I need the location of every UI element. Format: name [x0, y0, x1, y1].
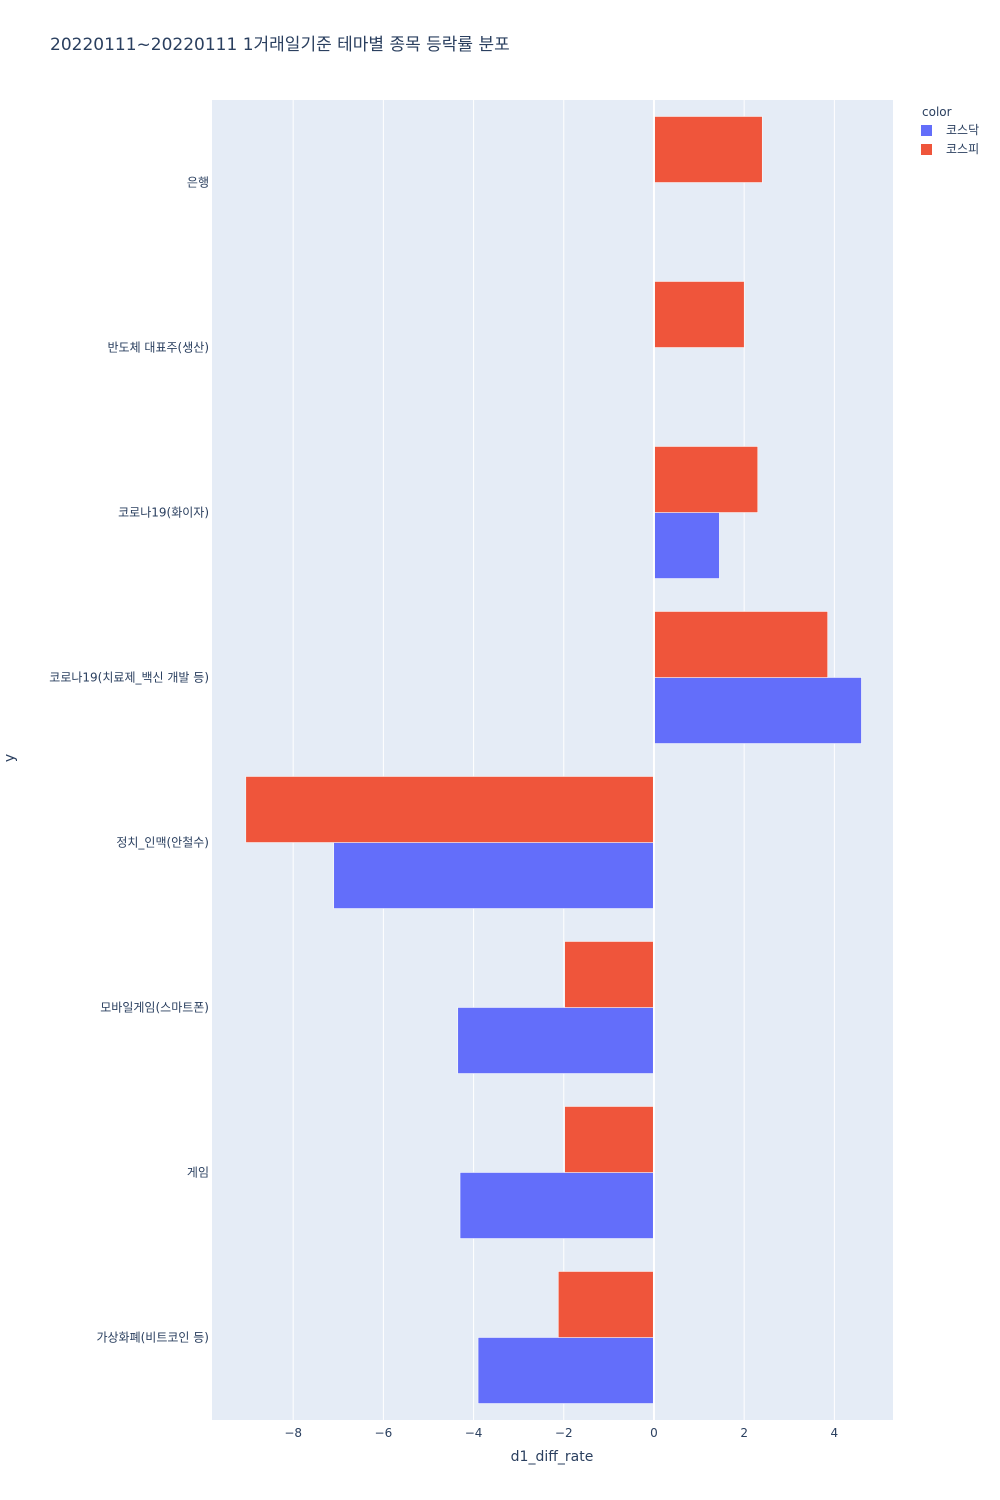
bar-kosdaq [457, 1007, 655, 1074]
y-tick-label: 코로나19(화이자) [118, 506, 209, 520]
x-tick-label: −4 [465, 1426, 483, 1440]
legend-item-label: 코스피 [946, 142, 979, 156]
x-tick-label: −8 [284, 1426, 302, 1440]
bar-kospi [558, 1271, 655, 1338]
y-tick-label: 게임 [187, 1166, 209, 1180]
x-axis-ticks: −8 −6 −4 −2 0 2 4 [284, 1426, 838, 1440]
bar-kosdaq [477, 1337, 655, 1404]
legend-title: color [922, 105, 952, 119]
y-tick-label: 가상화폐(비트코인 등) [96, 1331, 209, 1345]
bar-kospi [245, 776, 655, 843]
bar-kosdaq [459, 1172, 655, 1239]
legend-swatch [921, 144, 932, 155]
y-tick-label: 반도체 대표주(생산) [108, 341, 210, 355]
bar-kosdaq [653, 677, 862, 744]
x-tick-label: −2 [555, 1426, 573, 1440]
x-tick-label: −6 [375, 1426, 393, 1440]
bar-kospi [653, 446, 758, 513]
bar-kospi [564, 1106, 655, 1173]
bar-kosdaq [333, 842, 655, 909]
x-tick-label: 2 [740, 1426, 748, 1440]
y-tick-label: 정치_인맥(안철수) [116, 836, 209, 850]
bars [245, 116, 862, 1404]
y-tick-label: 코로나19(치료제_백신 개발 등) [49, 671, 209, 685]
y-axis-label: y [2, 754, 18, 762]
bar-kospi [653, 116, 763, 183]
y-tick-label: 은행 [187, 175, 209, 190]
x-axis-label: d1_diff_rate [511, 1449, 594, 1465]
bar-kospi [653, 611, 828, 678]
legend-item-label: 코스닥 [946, 123, 979, 137]
chart-title: 20220111~20220111 1거래일기준 테마별 종목 등락률 분포 [50, 35, 510, 55]
legend-swatch [921, 125, 932, 136]
y-tick-label: 모바일게임(스마트폰) [100, 1001, 209, 1015]
x-tick-label: 0 [650, 1426, 658, 1440]
x-tick-label: 4 [831, 1426, 839, 1440]
bar-kosdaq [653, 512, 720, 579]
bar-kospi [564, 941, 655, 1008]
bar-kospi [653, 281, 745, 348]
